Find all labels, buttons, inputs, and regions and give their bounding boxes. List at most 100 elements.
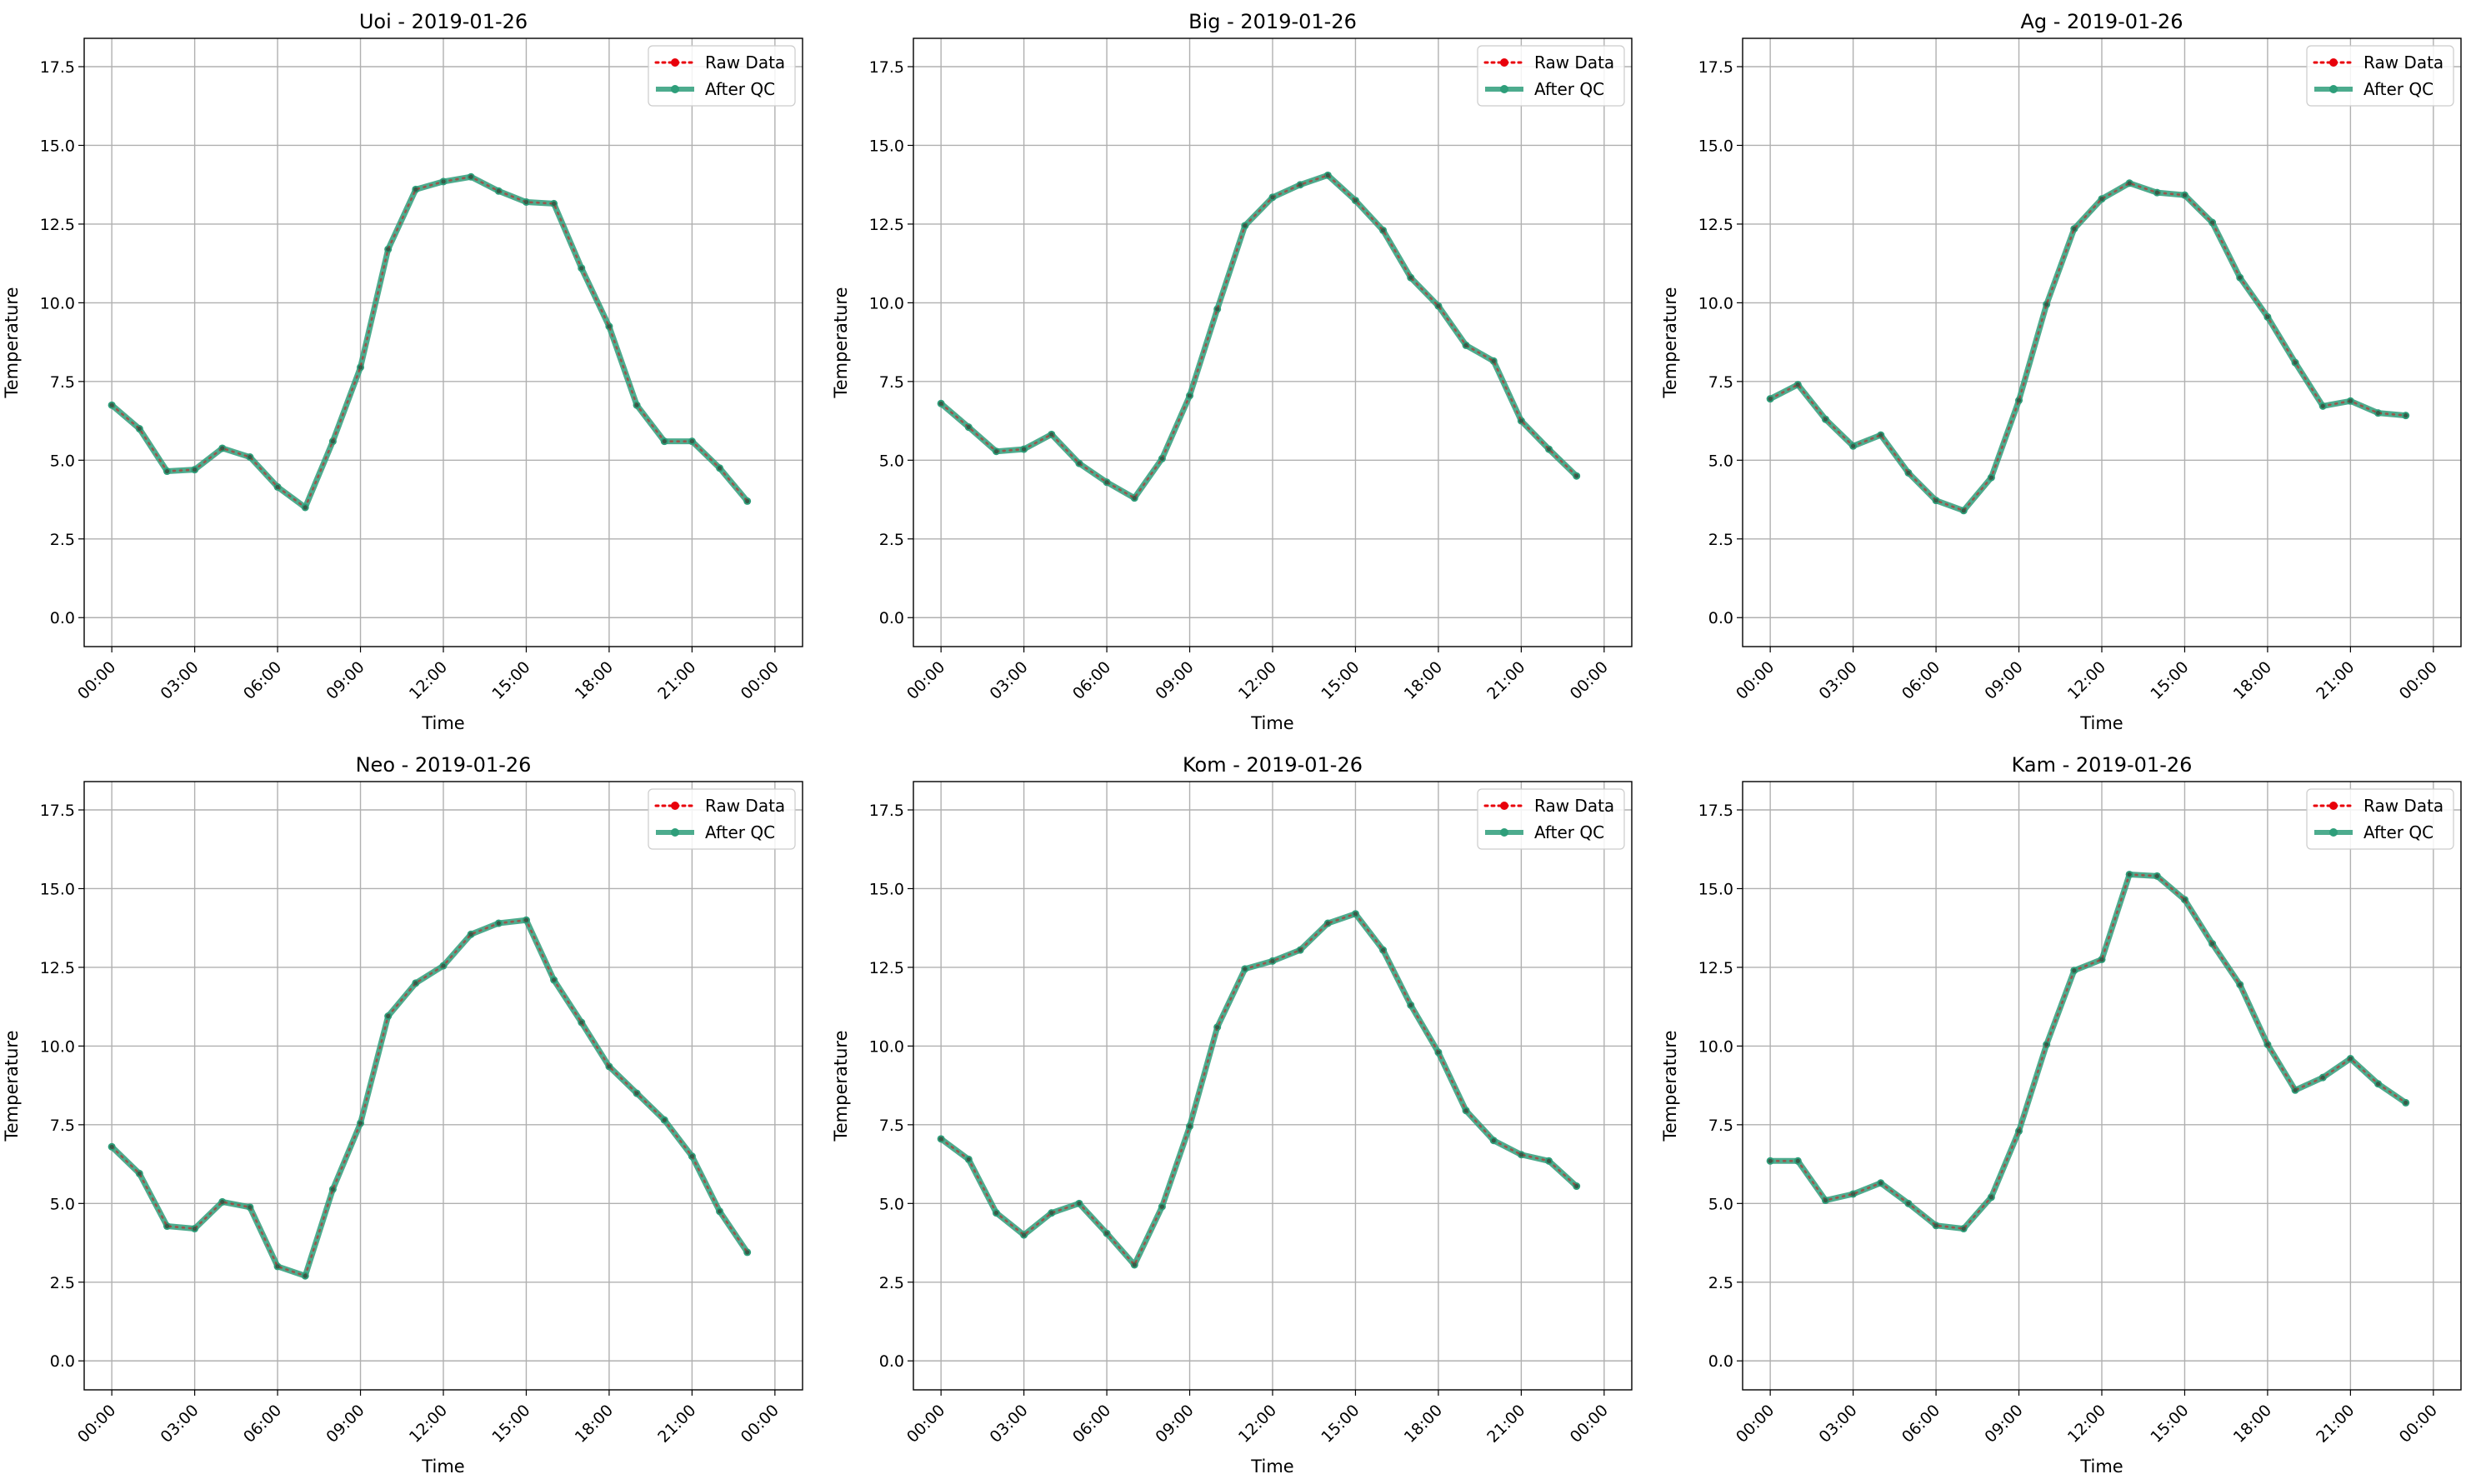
x-tick-label: 00:00 [903,658,948,703]
raw-point [220,446,225,451]
x-tick-label: 15:00 [2147,1402,2192,1447]
raw-point [2320,403,2325,408]
raw-point [1325,921,1330,926]
raw-point [1436,1050,1441,1055]
y-tick-label: 2.5 [879,1274,904,1292]
raw-point [717,466,723,471]
y-tick-label: 7.5 [1708,373,1733,392]
series-line-after-qc [1767,871,2409,1232]
y-tick-label: 5.0 [50,1195,75,1213]
y-tick-label: 7.5 [1708,1117,1733,1135]
legend-qc-label: After QC [2363,822,2433,842]
y-tick-label: 17.5 [1698,802,1733,820]
x-tick-label: 00:00 [738,658,783,703]
raw-point [413,187,418,192]
legend-raw-marker [1500,802,1508,810]
x-tick-label: 15:00 [1318,1402,1363,1447]
raw-point [552,201,557,206]
raw-point [164,468,170,474]
y-tick-label: 15.0 [40,880,75,898]
legend-raw-label: Raw Data [705,52,785,72]
x-tick-label: 18:00 [2230,1402,2275,1447]
legend-qc-label: After QC [705,822,775,842]
raw-point [303,1273,308,1278]
x-tick-label: 00:00 [1567,1402,1612,1447]
y-tick-label: 5.0 [879,1195,904,1213]
raw-point [1546,1158,1552,1163]
raw-point [1077,461,1082,466]
raw-point [2182,192,2188,197]
y-axis-label: Temperature [831,1030,851,1142]
subplot-title: Kam - 2019-01-26 [2012,753,2193,777]
raw-point [689,1154,694,1159]
raw-point [2293,1087,2298,1092]
axes-frame [83,37,803,647]
legend-raw-label: Raw Data [2363,52,2443,72]
subplot-title: Uoi - 2019-01-26 [359,10,528,33]
subplot: 00:00 03:00 06:00 09:00 12:00 15:00 18:00 21:00… [831,753,1633,1477]
legend-qc-label: After QC [2363,79,2433,99]
raw-point [109,1144,114,1149]
x-tick-label: 21:00 [654,1402,699,1447]
y-axis-label: Temperature [2,287,22,398]
y-tick-label: 10.0 [1698,1037,1733,1056]
raw-point [634,402,639,407]
raw-point [386,247,391,252]
y-tick-label: 12.5 [869,216,904,234]
raw-point [2293,360,2298,365]
x-tick-label: 03:00 [986,1402,1031,1447]
raw-point [607,1064,612,1069]
x-tick-label: 06:00 [240,1402,285,1447]
x-axis-label: Time [421,1457,464,1477]
x-tick-label: 15:00 [1318,658,1363,703]
raw-point [938,1137,943,1142]
raw-point [607,324,612,329]
y-tick-label: 12.5 [1698,216,1733,234]
legend-qc-label: After QC [1534,79,1604,99]
raw-point [1768,397,1773,402]
raw-point [1878,432,1883,437]
x-tick-label: 12:00 [2064,658,2109,703]
legend-qc-marker [671,85,679,93]
legend: Raw Data After QC [1477,788,1625,850]
y-tick-label: 2.5 [879,531,904,549]
x-tick-label: 03:00 [986,658,1031,703]
legend: Raw Data After QC [2306,788,2454,850]
raw-point [2403,1100,2408,1106]
raw-point [1187,393,1193,398]
subplot-title: Kom - 2019-01-26 [1183,753,1363,777]
y-tick-label: 12.5 [40,959,75,977]
raw-point [193,1226,198,1232]
x-tick-label: 00:00 [1567,658,1612,703]
x-tick-label: 03:00 [1815,658,1860,703]
x-tick-label: 09:00 [323,658,368,703]
raw-point [1325,172,1330,177]
raw-point [1463,1108,1468,1113]
x-tick-label: 21:00 [1483,658,1528,703]
raw-point [1353,912,1358,917]
raw-point [2099,957,2104,962]
raw-point [1049,1211,1054,1216]
y-tick-label: 0.0 [1708,1352,1733,1371]
raw-point [1049,432,1054,437]
raw-point [689,439,694,444]
y-tick-label: 17.5 [40,58,75,77]
x-tick-label: 06:00 [1898,1402,1943,1447]
legend-qc-marker [2329,828,2338,837]
y-tick-label: 7.5 [50,373,75,392]
subplot: 00:00 03:00 06:00 09:00 12:00 15:00 18:00 21:00… [2,753,803,1477]
series-line-raw-data [939,173,1578,500]
raw-point [386,1013,391,1019]
subplot-title: Big - 2019-01-26 [1188,10,1357,33]
y-tick-label: 12.5 [869,959,904,977]
raw-point [2238,982,2243,987]
series-line-raw-data [939,912,1578,1267]
y-tick-label: 10.0 [1698,294,1733,312]
raw-point [1906,1201,1911,1206]
legend: Raw Data After QC [648,788,796,850]
raw-point [248,1205,253,1210]
raw-point [1104,1231,1109,1236]
raw-point [1436,303,1441,308]
raw-point [1574,473,1579,478]
